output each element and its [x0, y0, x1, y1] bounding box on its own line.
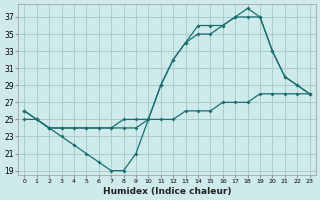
X-axis label: Humidex (Indice chaleur): Humidex (Indice chaleur)	[103, 187, 231, 196]
